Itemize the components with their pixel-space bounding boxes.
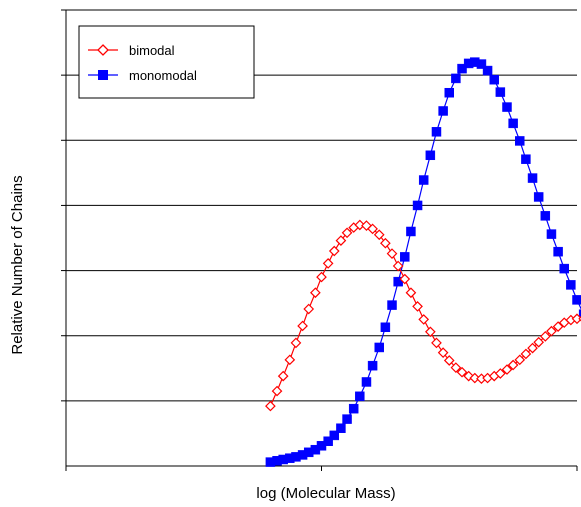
data-point-monomodal <box>540 211 551 221</box>
data-point-bimodal <box>418 314 430 325</box>
data-point-monomodal <box>431 127 442 137</box>
data-point-monomodal <box>533 192 544 202</box>
legend: bimodal monomodal <box>78 25 255 99</box>
data-point-monomodal <box>348 403 359 414</box>
chart-axes <box>61 9 578 471</box>
series-line-monomodal <box>270 61 581 463</box>
data-point-bimodal <box>392 260 404 272</box>
data-point-bimodal <box>290 337 302 349</box>
data-point-bimodal <box>322 258 334 269</box>
data-point-bimodal <box>495 368 506 379</box>
data-point-monomodal <box>406 226 416 237</box>
legend-box <box>78 25 255 99</box>
legend-entry-bimodal: bimodal <box>88 43 175 58</box>
legend-entry-monomodal: monomodal <box>88 68 197 83</box>
data-point-monomodal <box>559 263 569 274</box>
data-point-bimodal <box>361 220 372 231</box>
data-point-bimodal <box>367 223 378 235</box>
data-point-bimodal <box>405 287 417 299</box>
legend-marker-monomodal <box>98 70 108 80</box>
data-point-bimodal <box>354 219 366 231</box>
data-point-monomodal <box>489 74 499 85</box>
data-point-monomodal <box>546 229 557 239</box>
data-point-monomodal <box>400 252 410 262</box>
data-point-bimodal <box>437 347 449 358</box>
data-point-bimodal <box>507 359 519 371</box>
data-point-monomodal <box>457 63 467 74</box>
data-point-bimodal <box>297 320 308 332</box>
data-point-bimodal <box>341 227 353 239</box>
data-point-monomodal <box>387 300 397 310</box>
data-point-monomodal <box>553 246 563 257</box>
data-point-bimodal <box>380 237 391 249</box>
data-point-bimodal <box>424 326 436 338</box>
data-point-bimodal <box>386 248 398 259</box>
data-point-bimodal <box>539 331 551 342</box>
data-point-monomodal <box>578 309 581 319</box>
data-point-bimodal <box>463 370 475 382</box>
data-point-monomodal <box>355 391 365 402</box>
data-point-monomodal <box>572 295 581 305</box>
data-point-bimodal <box>450 362 462 373</box>
series-monomodal <box>265 57 581 467</box>
x-axis-label: log (Molecular Mass) <box>256 485 395 502</box>
data-point-bimodal <box>533 336 545 348</box>
data-point-bimodal <box>431 337 442 349</box>
data-point-monomodal <box>374 342 384 353</box>
data-point-bimodal <box>456 366 468 378</box>
data-point-monomodal <box>444 87 454 98</box>
data-point-bimodal <box>399 273 411 285</box>
series-bimodal <box>265 219 581 412</box>
data-point-monomodal <box>476 59 487 69</box>
data-point-monomodal <box>527 173 538 183</box>
data-point-bimodal <box>501 364 513 375</box>
data-point-bimodal <box>316 271 327 283</box>
data-point-monomodal <box>508 118 518 129</box>
data-point-bimodal <box>265 400 276 412</box>
data-point-bimodal <box>520 348 532 360</box>
data-point-monomodal <box>418 175 429 185</box>
data-point-monomodal <box>425 150 436 161</box>
data-point-monomodal <box>521 154 531 164</box>
data-point-bimodal <box>271 385 283 397</box>
data-point-bimodal <box>373 229 385 241</box>
data-point-monomodal <box>361 377 372 387</box>
data-point-monomodal <box>438 106 448 116</box>
data-point-monomodal <box>495 87 506 97</box>
data-point-monomodal <box>502 102 512 112</box>
data-point-monomodal <box>336 423 346 433</box>
data-point-bimodal <box>552 321 564 332</box>
data-point-monomodal <box>323 436 333 446</box>
data-point-monomodal <box>412 200 423 211</box>
data-point-bimodal <box>412 301 423 312</box>
data-point-monomodal <box>566 280 576 290</box>
data-point-bimodal <box>284 354 296 366</box>
data-point-bimodal <box>335 235 347 246</box>
legend-label-bimodal: bimodal <box>129 43 175 58</box>
data-point-bimodal <box>303 303 315 315</box>
data-point-bimodal <box>546 325 557 337</box>
legend-marker-bimodal <box>97 44 109 56</box>
data-point-monomodal <box>329 430 340 441</box>
data-point-bimodal <box>328 245 340 257</box>
data-point-bimodal <box>277 370 289 382</box>
data-point-bimodal <box>469 372 481 384</box>
data-point-bimodal <box>527 342 538 354</box>
data-point-monomodal <box>342 414 352 424</box>
data-point-monomodal <box>515 136 525 146</box>
data-point-monomodal <box>482 65 493 76</box>
data-point-monomodal <box>451 73 461 84</box>
data-point-bimodal <box>514 354 526 366</box>
data-point-monomodal <box>367 360 378 371</box>
data-point-monomodal <box>380 322 391 332</box>
y-axis-label: Relative Number of Chains <box>9 175 26 354</box>
data-point-bimodal <box>310 287 321 299</box>
chart-series <box>265 57 581 467</box>
data-point-bimodal <box>443 355 455 366</box>
legend-label-monomodal: monomodal <box>129 68 197 83</box>
